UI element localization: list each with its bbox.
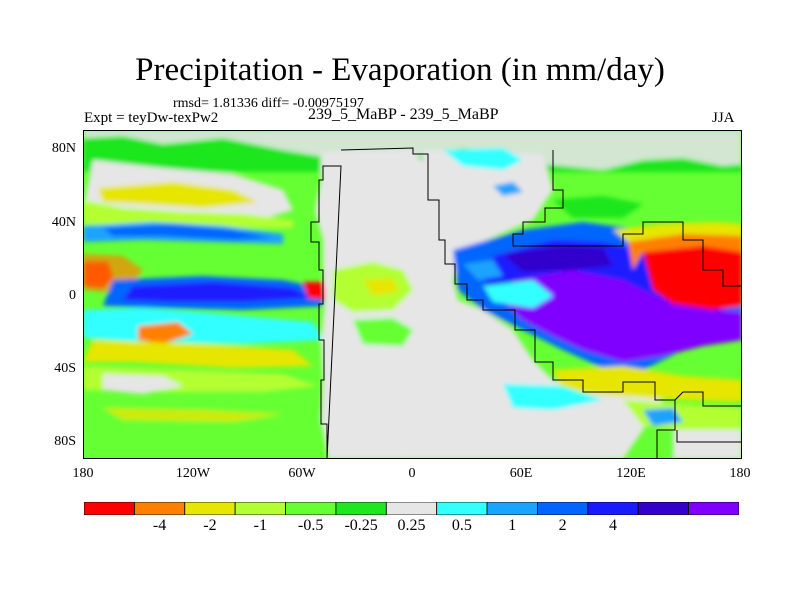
- lat-label-80n: 80N: [51, 141, 76, 156]
- se-bluespot: [643, 408, 683, 426]
- colorbar-label: 2: [558, 517, 567, 534]
- lat-label-40s: 40S: [54, 361, 76, 376]
- colorbar-label: -1: [253, 517, 267, 534]
- lat-label-80s: 80S: [54, 434, 76, 449]
- n-pacific-greenish: [83, 200, 293, 228]
- lon-label-60w: 60W: [288, 466, 316, 481]
- colorbar-label: -2: [203, 517, 217, 534]
- lon-label-120w: 120W: [175, 466, 211, 481]
- tethys-violet-north: [503, 246, 613, 272]
- continent-green-patches-2: [353, 318, 413, 346]
- tethys-lightblue-2: [463, 260, 503, 280]
- ne-cyan-patch: [443, 148, 523, 170]
- colorbar-box: [84, 502, 135, 515]
- plot-title: Precipitation - Evaporation (in mm/day): [135, 52, 665, 88]
- coastline: [310, 147, 742, 459]
- colorbar-label: 0.5: [451, 517, 472, 534]
- lon-label-180e: 180: [729, 466, 751, 481]
- colorbar-box: [688, 502, 739, 515]
- lat-label-40n: 40N: [51, 215, 76, 230]
- colorbar-box: [436, 502, 488, 515]
- colorbar-box: [285, 502, 337, 515]
- lon-label-120e: 120E: [616, 466, 646, 481]
- colorbar-label: -4: [152, 517, 167, 534]
- colorbar-box: [234, 502, 286, 515]
- precip-evap-map: [83, 130, 742, 459]
- lat-label-0: 0: [69, 288, 76, 303]
- colorbar-box: [133, 502, 186, 515]
- east-orange-rim: [628, 234, 742, 270]
- itcz-deepblue-band: [123, 282, 313, 302]
- n-pacific-yellow-band: [98, 182, 258, 208]
- colorbar-box: [637, 502, 690, 515]
- s-pacific-yellow: [83, 340, 313, 368]
- s-pacific-red: [138, 322, 193, 344]
- se-yellow: [553, 366, 742, 402]
- colorbar-box: [587, 502, 639, 515]
- experiment-label: Expt = teyDw-texPw2: [84, 110, 219, 126]
- colorbar-label: -0.25: [344, 517, 378, 534]
- continent-yellow: [363, 278, 398, 296]
- colorbar-box: [537, 502, 589, 515]
- colorbar-label: -0.5: [298, 517, 324, 534]
- cases-label: 239_5_MaBP - 239_5_MaBP: [308, 106, 499, 123]
- se-cyan: [503, 384, 603, 410]
- itcz-red-east: [303, 282, 328, 300]
- season-label: JJA: [712, 110, 735, 126]
- east-yellow-rim: [613, 222, 742, 242]
- colorbar-label: 0.25: [397, 517, 426, 534]
- east-red-high: [643, 246, 742, 310]
- tethys-violet: [503, 270, 742, 362]
- colorbar-label: 1: [508, 517, 517, 534]
- map-frame: [83, 130, 742, 459]
- lon-label-180w: 180: [72, 466, 94, 481]
- ne-blue-spots: [493, 182, 523, 196]
- continent-east: [403, 150, 663, 459]
- colorbar-box: [184, 502, 236, 515]
- colorbar-box: [486, 502, 538, 515]
- colorbar: [84, 502, 739, 515]
- s-pacific-south-yellow: [103, 408, 283, 422]
- n-pacific-deepblue: [103, 224, 273, 240]
- s-pacific-grey: [103, 374, 183, 394]
- lon-label-0: 0: [408, 466, 416, 481]
- tethys-lightblue-inner: [483, 280, 553, 308]
- colorbar-label: 4: [609, 517, 618, 534]
- s-grey-bottom: [673, 430, 742, 459]
- lon-label-60e: 60E: [509, 466, 533, 481]
- colorbar-box: [335, 502, 387, 515]
- colorbar-box: [385, 502, 438, 515]
- stats-line: rmsd= 1.81336 diff= -0.00975197: [173, 96, 364, 111]
- ne-green-patch: [553, 196, 643, 218]
